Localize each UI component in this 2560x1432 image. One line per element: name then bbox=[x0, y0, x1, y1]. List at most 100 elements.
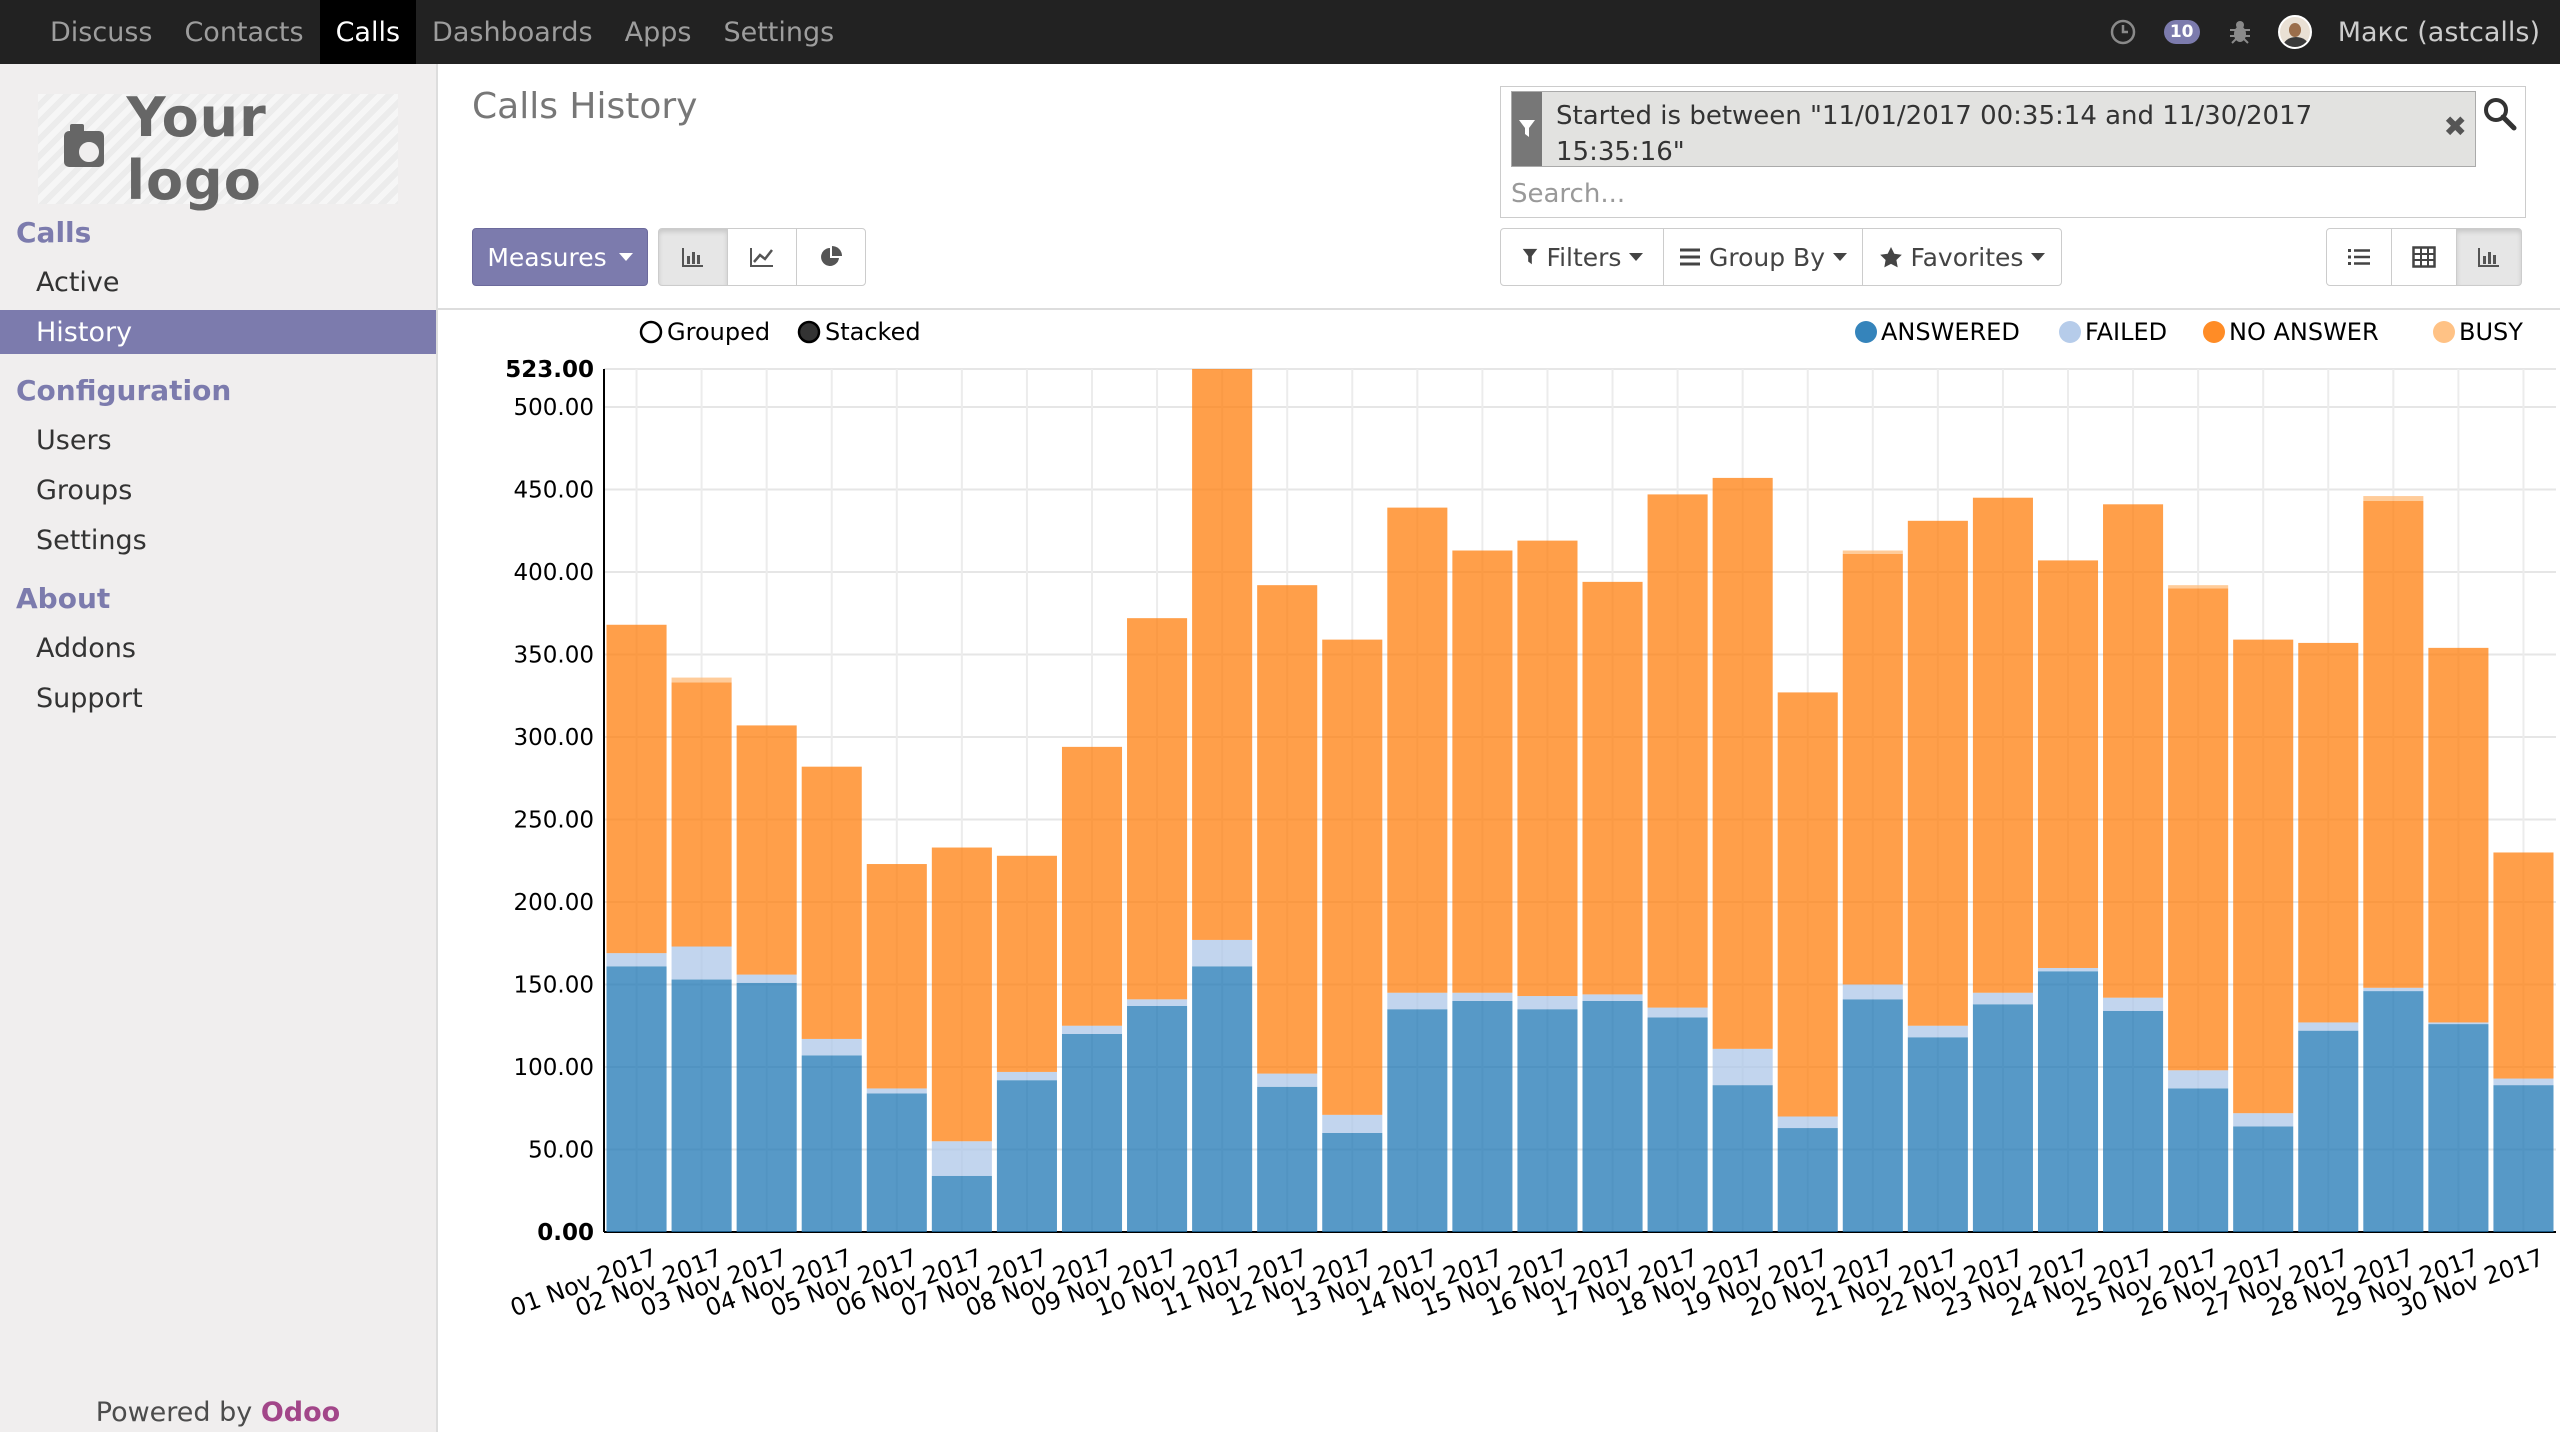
view-switcher bbox=[2326, 228, 2522, 286]
legend-label: FAILED bbox=[2085, 318, 2167, 346]
bar-no-answer bbox=[1257, 585, 1318, 1074]
bar-failed bbox=[1517, 996, 1578, 1010]
filters-button[interactable]: Filters bbox=[1500, 228, 1664, 286]
funnel-icon bbox=[1522, 248, 1537, 265]
user-avatar[interactable] bbox=[2277, 15, 2312, 49]
bar-failed bbox=[801, 1038, 862, 1056]
legend-dot-no-answer[interactable] bbox=[2203, 321, 2225, 343]
graph-view: 0.00 50.00 100.00 150.00 200.00 250.00 300.00 3… bbox=[440, 312, 2560, 1432]
menu-discuss[interactable]: Discuss bbox=[50, 16, 153, 48]
bar-failed bbox=[2298, 1022, 2359, 1031]
bar-answered bbox=[2298, 1030, 2359, 1232]
bar-answered bbox=[1777, 1128, 1838, 1232]
favorites-button[interactable]: Favorites bbox=[1862, 228, 2062, 286]
y-tick-label: 500.00 bbox=[514, 395, 594, 421]
sidebar-item-addons[interactable]: Addons bbox=[36, 632, 136, 664]
bar-failed bbox=[2168, 1070, 2229, 1089]
bar-failed bbox=[2233, 1113, 2294, 1127]
bar-failed bbox=[1712, 1048, 1773, 1086]
search-icon[interactable] bbox=[2482, 96, 2522, 136]
bar-answered bbox=[1127, 1005, 1188, 1232]
bar-failed bbox=[606, 953, 667, 967]
bar-answered bbox=[1907, 1037, 1968, 1232]
legend-dot-busy[interactable] bbox=[2433, 321, 2455, 343]
search-box: Started is between "11/01/2017 00:35:14 … bbox=[1500, 86, 2526, 218]
sidebar-item-active[interactable]: Active bbox=[36, 266, 120, 298]
bar-no-answer bbox=[1061, 746, 1123, 1026]
bar-answered bbox=[1712, 1085, 1773, 1232]
groupby-button[interactable]: Group By bbox=[1663, 228, 1863, 286]
legend-label: BUSY bbox=[2459, 318, 2523, 346]
bar-no-answer bbox=[1647, 494, 1708, 1008]
sidebar-item-settings[interactable]: Settings bbox=[36, 524, 147, 556]
powered-by[interactable]: Powered by Odoo bbox=[0, 1397, 436, 1428]
bar-failed bbox=[1452, 992, 1513, 1001]
y-tick-label: 450.00 bbox=[514, 477, 594, 503]
control-panel-divider bbox=[438, 308, 2560, 310]
bar-failed bbox=[1972, 992, 2033, 1005]
bar-failed bbox=[1061, 1025, 1123, 1034]
bar-busy bbox=[671, 677, 732, 683]
bar-failed bbox=[2363, 987, 2424, 992]
bug-icon[interactable] bbox=[2228, 19, 2252, 45]
graph-view-button[interactable] bbox=[2456, 228, 2522, 286]
filters-label: Filters bbox=[1546, 242, 1622, 272]
clock-icon[interactable] bbox=[2110, 19, 2136, 45]
sidebar-item-groups[interactable]: Groups bbox=[36, 474, 133, 506]
legend-dot-answered[interactable] bbox=[1855, 321, 1877, 343]
bar-no-answer bbox=[801, 766, 862, 1039]
bar-no-answer bbox=[996, 855, 1057, 1072]
sidebar-item-support[interactable]: Support bbox=[36, 682, 143, 714]
sidebar: Your logo Calls Active History Configura… bbox=[0, 64, 438, 1432]
table-icon bbox=[2412, 246, 2436, 268]
groupby-label: Group By bbox=[1708, 242, 1825, 272]
y-tick-label: 50.00 bbox=[528, 1137, 594, 1163]
bar-busy bbox=[2168, 585, 2229, 589]
close-icon[interactable]: ✖ bbox=[2443, 110, 2467, 143]
menu-contacts[interactable]: Contacts bbox=[184, 16, 304, 48]
bar-chart-button[interactable] bbox=[658, 228, 728, 286]
bar-no-answer bbox=[2037, 560, 2099, 968]
section-about: About bbox=[16, 582, 111, 615]
bar-failed bbox=[1907, 1025, 1968, 1038]
bar-failed bbox=[1192, 939, 1253, 967]
bar-no-answer bbox=[866, 864, 927, 1089]
search-input[interactable] bbox=[1511, 175, 2511, 213]
bar-failed bbox=[866, 1088, 927, 1094]
legend-dot-failed[interactable] bbox=[2059, 321, 2081, 343]
bar-answered bbox=[1972, 1004, 2033, 1232]
bar-no-answer bbox=[1452, 550, 1513, 993]
bar-failed bbox=[1257, 1073, 1318, 1087]
measures-button[interactable]: Measures bbox=[472, 228, 648, 286]
bar-no-answer bbox=[2363, 501, 2424, 988]
y-tick-label: 150.00 bbox=[514, 972, 594, 998]
messages-button[interactable]: 10 bbox=[2162, 12, 2202, 52]
messages-count-badge: 10 bbox=[2163, 20, 2200, 44]
menu-calls[interactable]: Calls bbox=[319, 0, 417, 64]
bar-failed bbox=[996, 1071, 1057, 1081]
caret-down-icon bbox=[1833, 253, 1847, 261]
line-chart-button[interactable] bbox=[727, 228, 797, 286]
bar-no-answer bbox=[1972, 497, 2033, 993]
bar-failed bbox=[2037, 967, 2099, 972]
list-view-button[interactable] bbox=[2326, 228, 2392, 286]
sidebar-item-users[interactable]: Users bbox=[36, 424, 112, 456]
pie-chart-button[interactable] bbox=[796, 228, 866, 286]
bar-no-answer bbox=[2168, 588, 2229, 1071]
menu-settings[interactable]: Settings bbox=[723, 16, 835, 48]
bar-answered bbox=[2233, 1126, 2294, 1232]
search-facet[interactable]: Started is between "11/01/2017 00:35:14 … bbox=[1511, 91, 2476, 167]
menu-apps[interactable]: Apps bbox=[624, 16, 692, 48]
bar-busy bbox=[2363, 496, 2424, 502]
bar-answered bbox=[931, 1175, 992, 1232]
user-menu[interactable]: Макс (astcalls) bbox=[2337, 16, 2540, 48]
company-logo[interactable]: Your logo bbox=[38, 86, 398, 212]
pivot-view-button[interactable] bbox=[2391, 228, 2457, 286]
grouped-radio-icon[interactable] bbox=[639, 320, 663, 344]
sidebar-item-history[interactable]: History bbox=[0, 310, 436, 354]
stacked-radio-icon[interactable] bbox=[797, 320, 821, 344]
menu-dashboards[interactable]: Dashboards bbox=[432, 16, 593, 48]
list-icon bbox=[2348, 249, 2370, 265]
bar-no-answer bbox=[1842, 553, 1903, 985]
bar-no-answer bbox=[2233, 639, 2294, 1114]
